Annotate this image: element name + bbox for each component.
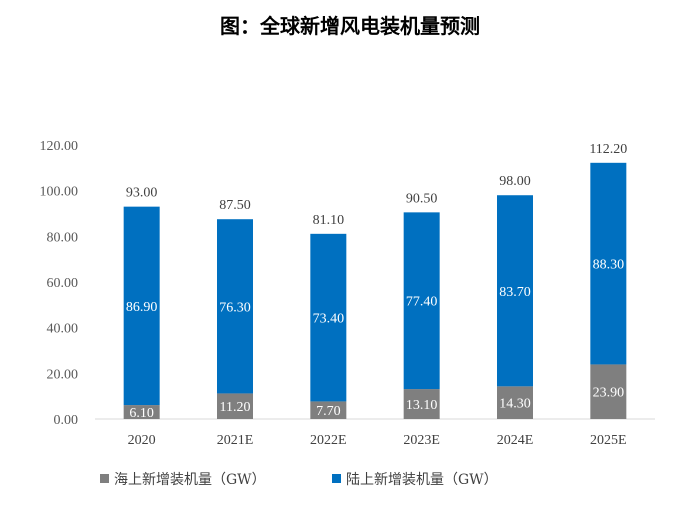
offshore-value-label: 13.10: [406, 398, 438, 413]
y-tick-label: 0.00: [54, 413, 79, 428]
offshore-value-label: 6.10: [129, 406, 154, 421]
offshore-value-label: 11.20: [220, 400, 251, 415]
y-tick-label: 40.00: [47, 322, 79, 337]
x-tick-label: 2022E: [310, 433, 347, 448]
legend-item-offshore: 海上新增装机量（GW）: [100, 472, 266, 488]
x-tick-label: 2020: [128, 433, 156, 448]
bars: [123, 162, 627, 419]
y-tick-label: 100.00: [40, 185, 79, 200]
bar-offshore: [590, 364, 627, 419]
onshore-value-label: 88.30: [593, 258, 625, 273]
y-tick-label: 60.00: [47, 276, 79, 291]
onshore-value-label: 76.30: [219, 300, 251, 315]
legend-swatch: [332, 474, 341, 483]
legend: 海上新增装机量（GW） 陆上新增装机量（GW）: [100, 472, 498, 488]
bar-onshore: [497, 195, 533, 387]
legend-swatch: [100, 474, 109, 483]
x-axis: 2020 2021E 2022E 2023E 2024E 2025E: [128, 433, 627, 448]
total-value-label: 93.00: [126, 186, 158, 201]
bar-offshore: [403, 389, 440, 419]
total-value-label: 90.50: [406, 191, 438, 206]
legend-label: 陆上新增装机量（GW）: [346, 472, 498, 488]
offshore-value-label: 14.30: [499, 397, 531, 412]
bar-offshore: [310, 401, 347, 419]
legend-item-onshore: 陆上新增装机量（GW）: [332, 472, 498, 488]
total-value-label: 98.00: [499, 174, 531, 189]
legend-label: 海上新增装机量（GW）: [114, 472, 266, 488]
y-axis: 0.00 20.00 40.00 60.00 80.00 100.00 120.00: [40, 139, 79, 428]
bar-onshore: [123, 206, 160, 406]
bar-offshore: [217, 393, 253, 419]
onshore-value-label: 86.90: [126, 300, 158, 315]
x-tick-label: 2025E: [590, 433, 627, 448]
data-labels: 6.10 86.90 93.00 11.20 76.30 87.50 7.70 73.40 81…: [126, 142, 627, 421]
bar-onshore: [217, 219, 253, 394]
bar-onshore: [590, 162, 627, 365]
y-tick-label: 80.00: [47, 230, 79, 245]
y-tick-label: 20.00: [47, 367, 79, 382]
onshore-value-label: 77.40: [406, 295, 438, 310]
y-tick-label: 120.00: [40, 139, 79, 154]
chart-title: 图：全球新增风电装机量预测: [220, 14, 480, 38]
x-tick-label: 2023E: [403, 433, 440, 448]
bar-onshore: [403, 212, 440, 390]
total-value-label: 87.50: [219, 198, 251, 213]
total-value-label: 112.20: [589, 142, 627, 157]
bar-offshore: [497, 386, 533, 419]
bar-onshore: [310, 233, 347, 402]
onshore-value-label: 73.40: [313, 312, 345, 327]
onshore-value-label: 83.70: [499, 285, 531, 300]
bar-offshore: [123, 405, 160, 419]
offshore-value-label: 23.90: [593, 386, 625, 401]
x-tick-label: 2024E: [497, 433, 534, 448]
x-tick-label: 2021E: [217, 433, 254, 448]
total-value-label: 81.10: [313, 213, 345, 228]
offshore-value-label: 7.70: [316, 404, 341, 419]
